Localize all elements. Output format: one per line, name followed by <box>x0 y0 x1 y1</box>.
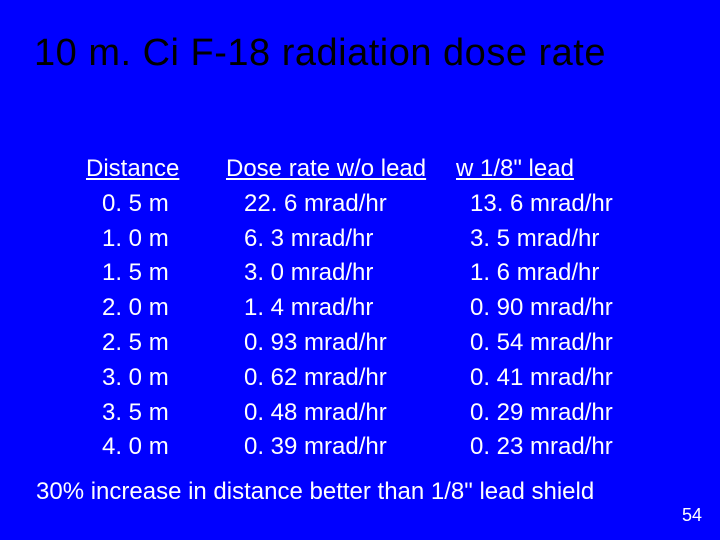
cell-dose-w-lead: 0. 90 mrad/hr <box>456 291 646 326</box>
cell-dose-w-lead: 0. 29 mrad/hr <box>456 396 646 431</box>
slide-title: 10 m. Ci F-18 radiation dose rate <box>34 32 606 75</box>
cell-distance: 3. 0 m <box>86 361 226 396</box>
header-distance-text: Distance <box>86 155 179 182</box>
cell-dose-wo-lead: 0. 48 mrad/hr <box>226 396 456 431</box>
cell-distance: 2. 5 m <box>86 326 226 361</box>
header-dose-wo-lead-text: Dose rate w/o lead <box>226 155 426 182</box>
cell-distance: 2. 0 m <box>86 291 226 326</box>
cell-distance: 4. 0 m <box>86 430 226 465</box>
cell-distance: 3. 5 m <box>86 396 226 431</box>
table-row: 4. 0 m 0. 39 mrad/hr 0. 23 mrad/hr <box>86 430 646 465</box>
cell-distance: 0. 5 m <box>86 187 226 222</box>
cell-dose-wo-lead: 22. 6 mrad/hr <box>226 187 456 222</box>
table-row: 2. 0 m 1. 4 mrad/hr 0. 90 mrad/hr <box>86 291 646 326</box>
header-dose-w-lead-text: w 1/8" lead <box>456 155 574 182</box>
cell-distance: 1. 0 m <box>86 222 226 257</box>
cell-dose-wo-lead: 0. 39 mrad/hr <box>226 430 456 465</box>
table-row: 0. 5 m 22. 6 mrad/hr 13. 6 mrad/hr <box>86 187 646 222</box>
cell-dose-w-lead: 13. 6 mrad/hr <box>456 187 646 222</box>
slide: 10 m. Ci F-18 radiation dose rate Distan… <box>0 0 720 540</box>
cell-distance: 1. 5 m <box>86 256 226 291</box>
cell-dose-wo-lead: 1. 4 mrad/hr <box>226 291 456 326</box>
table-row: 3. 5 m 0. 48 mrad/hr 0. 29 mrad/hr <box>86 396 646 431</box>
header-dose-w-lead: w 1/8" lead <box>456 152 646 187</box>
header-distance: Distance <box>86 152 226 187</box>
dose-rate-table: Distance Dose rate w/o lead w 1/8" lead … <box>86 152 646 465</box>
cell-dose-wo-lead: 3. 0 mrad/hr <box>226 256 456 291</box>
cell-dose-wo-lead: 0. 62 mrad/hr <box>226 361 456 396</box>
cell-dose-w-lead: 1. 6 mrad/hr <box>456 256 646 291</box>
header-dose-wo-lead: Dose rate w/o lead <box>226 152 456 187</box>
cell-dose-w-lead: 3. 5 mrad/hr <box>456 222 646 257</box>
table-row: 3. 0 m 0. 62 mrad/hr 0. 41 mrad/hr <box>86 361 646 396</box>
cell-dose-w-lead: 0. 41 mrad/hr <box>456 361 646 396</box>
footer-note: 30% increase in distance better than 1/8… <box>36 478 594 506</box>
cell-dose-wo-lead: 0. 93 mrad/hr <box>226 326 456 361</box>
cell-dose-w-lead: 0. 54 mrad/hr <box>456 326 646 361</box>
table-header-row: Distance Dose rate w/o lead w 1/8" lead <box>86 152 646 187</box>
cell-dose-wo-lead: 6. 3 mrad/hr <box>226 222 456 257</box>
table-row: 1. 0 m 6. 3 mrad/hr 3. 5 mrad/hr <box>86 222 646 257</box>
page-number: 54 <box>682 505 702 526</box>
table-row: 1. 5 m 3. 0 mrad/hr 1. 6 mrad/hr <box>86 256 646 291</box>
table-row: 2. 5 m 0. 93 mrad/hr 0. 54 mrad/hr <box>86 326 646 361</box>
cell-dose-w-lead: 0. 23 mrad/hr <box>456 430 646 465</box>
